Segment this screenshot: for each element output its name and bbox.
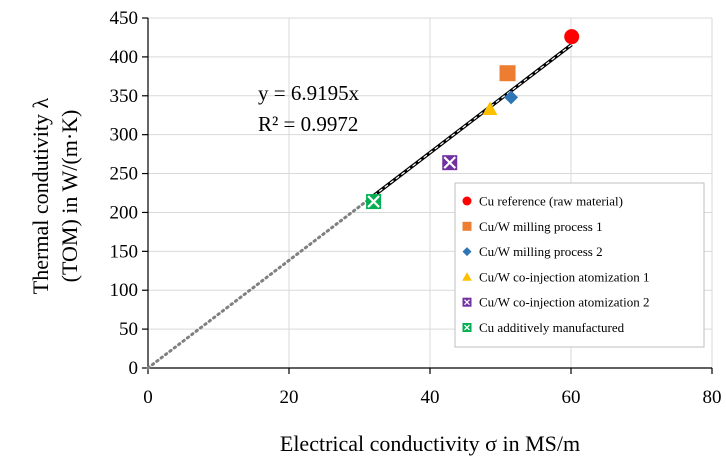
legend-box: [454, 182, 705, 348]
x-axis-title: Electrical conductivity σ in MS/m: [280, 431, 580, 456]
x-tick-label: 40: [421, 387, 440, 408]
legend-marker: [462, 196, 472, 206]
marker-square: [499, 65, 516, 82]
data-point: [442, 155, 458, 171]
marker-diamond: [462, 247, 472, 257]
legend-marker: [462, 221, 472, 231]
marker-circle: [564, 29, 580, 45]
legend: Cu reference (raw material) Cu/W milling …: [454, 182, 705, 348]
data-point: [499, 65, 516, 82]
legend-marker: [462, 323, 472, 332]
y-tick-label: 200: [110, 202, 139, 223]
marker-cross-b: [367, 195, 380, 208]
x-tick-label: 20: [280, 387, 299, 408]
marker-cross-b: [443, 156, 456, 169]
y-tick-label: 350: [110, 86, 139, 107]
data-point: [564, 29, 580, 45]
tick-labels: 0 50 100 150 200 250 300 350 400 450 0 20 40 60 80: [110, 8, 722, 408]
data-point: [482, 101, 498, 115]
legend-entry-label: Cu additively manufactured: [479, 320, 625, 335]
y-tick-label: 450: [110, 8, 139, 29]
trendline-r-squared: R² = 0.9972: [258, 112, 358, 136]
legend-entry-label: Cu/W milling process 2: [479, 244, 603, 259]
legend-entry-label: Cu/W milling process 1: [479, 219, 603, 234]
y-tick-label: 250: [110, 164, 139, 185]
trendline-equation: y = 6.9195x: [258, 81, 360, 105]
y-tick-label: 0: [129, 358, 139, 379]
y-tick-label: 100: [110, 280, 139, 301]
y-tick-label: 150: [110, 241, 139, 262]
y-tick-label: 400: [110, 47, 139, 68]
legend-entry-label: Cu/W co-injection atomization 2: [479, 295, 650, 310]
marker-cross-b: [464, 324, 470, 331]
data-point: [366, 194, 382, 210]
marker-circle: [462, 196, 472, 206]
trendline-extrapolated: [146, 194, 376, 370]
legend-marker: [462, 297, 472, 307]
data-point: [504, 90, 519, 105]
marker-triangle: [482, 101, 498, 115]
axes: [142, 17, 713, 374]
marker-diamond: [504, 90, 519, 105]
legend-entry-label: Cu/W co-injection atomization 1: [479, 269, 650, 284]
y-axis-title-line-1: Thermal condutivity λ: [28, 97, 53, 294]
x-tick-label: 60: [562, 387, 581, 408]
trendline: [146, 43, 573, 370]
marker-cross-b: [464, 299, 470, 306]
y-tick-label: 300: [110, 125, 139, 146]
marker-square: [462, 221, 472, 231]
marker-triangle: [462, 272, 472, 281]
y-tick-label: 50: [119, 319, 138, 340]
legend-entry-label: Cu reference (raw material): [479, 194, 623, 209]
x-tick-label: 80: [703, 387, 722, 408]
trendline-fit-outline: [372, 43, 573, 198]
legend-marker: [462, 272, 472, 281]
legend-marker: [462, 247, 472, 257]
data-points: [366, 29, 580, 210]
x-tick-label: 0: [143, 387, 153, 408]
y-axis-title-line-2: (TOM) in W/(m·K): [57, 110, 82, 283]
grid: [148, 17, 713, 368]
